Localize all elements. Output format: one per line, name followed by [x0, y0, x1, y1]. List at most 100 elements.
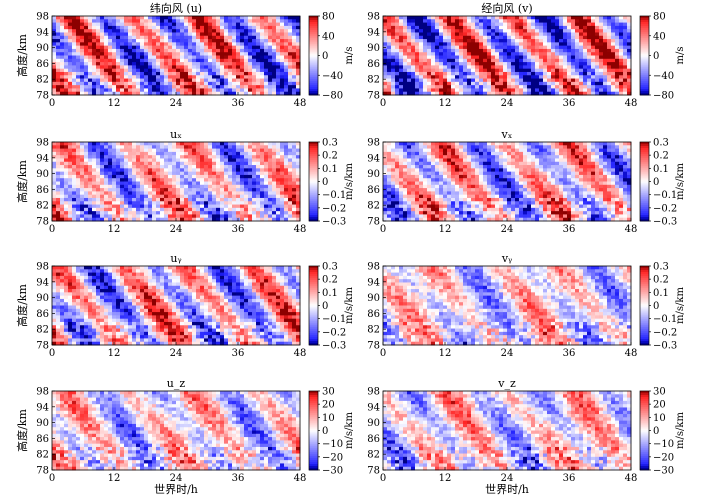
heatmap-cell: [92, 39, 97, 43]
colorbar-step: [309, 181, 318, 184]
heatmap-cell: [116, 62, 121, 66]
heatmap-cell: [292, 62, 297, 66]
heatmap-cell: [407, 29, 412, 33]
heatmap-cell: [68, 58, 73, 63]
heatmap-cell: [579, 88, 584, 93]
heatmap-cell: [427, 181, 432, 186]
heatmap-cell: [116, 211, 121, 215]
heatmap-cell: [555, 65, 560, 70]
heatmap-cell: [124, 19, 129, 24]
heatmap-cell: [252, 39, 257, 43]
heatmap-cell: [260, 45, 265, 50]
heatmap-cell: [140, 25, 145, 30]
heatmap-cell: [180, 88, 185, 93]
heatmap-cell: [160, 191, 165, 196]
heatmap-cell: [623, 62, 628, 66]
heatmap-cell: [264, 201, 269, 206]
heatmap-cell: [172, 71, 177, 76]
heatmap-cell: [192, 39, 197, 43]
heatmap-cell: [60, 217, 65, 222]
heatmap-cell: [268, 81, 273, 86]
heatmap-cell: [140, 194, 145, 199]
heatmap-cell: [383, 62, 388, 66]
heatmap-cell: [88, 161, 93, 166]
heatmap-cell: [168, 158, 173, 163]
heatmap-cell: [479, 71, 484, 76]
heatmap-cell: [284, 145, 289, 150]
heatmap-cell: [455, 81, 460, 86]
heatmap-cell: [220, 151, 225, 156]
heatmap-cell: [603, 48, 608, 53]
heatmap-cell: [244, 174, 249, 179]
heatmap-cell: [212, 29, 217, 33]
heatmap-cell: [391, 207, 396, 212]
heatmap-cell: [288, 75, 293, 80]
heatmap-cell: [152, 91, 157, 96]
heatmap-cell: [595, 48, 600, 53]
heatmap-cell: [535, 25, 540, 30]
heatmap-cell: [64, 71, 69, 76]
heatmap-cell: [403, 85, 408, 89]
heatmap-cell: [387, 88, 392, 93]
heatmap-cell: [184, 174, 189, 179]
heatmap-cell: [491, 55, 496, 60]
heatmap-cell: [192, 29, 197, 33]
heatmap-cell: [383, 85, 388, 89]
heatmap-cell: [128, 91, 133, 96]
heatmap-cell: [383, 91, 388, 96]
heatmap-cell: [76, 22, 81, 27]
heatmap-cell: [288, 191, 293, 196]
colorbar-step: [640, 19, 649, 23]
heatmap-cell: [164, 181, 169, 186]
heatmap-cell: [455, 55, 460, 60]
heatmap-cell: [108, 35, 113, 40]
heatmap-cell: [128, 78, 133, 83]
heatmap-cell: [180, 19, 185, 24]
heatmap-cell: [236, 16, 241, 20]
heatmap-cell: [56, 45, 61, 50]
heatmap-cell: [132, 145, 137, 150]
heatmap-cell: [144, 174, 149, 179]
heatmap-cell: [403, 158, 408, 163]
heatmap-cell: [228, 65, 233, 70]
heatmap-cell: [172, 58, 177, 63]
heatmap-cell: [427, 35, 432, 40]
heatmap-cell: [447, 81, 452, 86]
heatmap-cell: [56, 19, 61, 24]
heatmap-cell: [200, 65, 205, 70]
heatmap-cell: [200, 39, 205, 43]
heatmap-cell: [108, 148, 113, 153]
heatmap-cell: [415, 85, 420, 89]
heatmap-cell: [228, 184, 233, 189]
heatmap-cell: [204, 25, 209, 30]
heatmap-cell: [124, 35, 129, 40]
heatmap-cell: [188, 184, 193, 189]
colorbar-step: [309, 157, 318, 161]
heatmap-cell: [507, 25, 512, 30]
heatmap-cell: [571, 62, 576, 66]
heatmap-cell: [124, 78, 129, 83]
heatmap-cell: [240, 45, 245, 50]
heatmap-cell: [180, 181, 185, 186]
heatmap-cell: [180, 85, 185, 89]
heatmap-cell: [391, 42, 396, 47]
heatmap-cell: [296, 165, 301, 169]
heatmap-cell: [276, 42, 281, 47]
heatmap-cell: [403, 58, 408, 63]
heatmap-cell: [148, 142, 153, 146]
heatmap-cell: [467, 85, 472, 89]
heatmap-cell: [224, 55, 229, 60]
heatmap-cell: [579, 85, 584, 89]
heatmap-cell: [100, 178, 105, 182]
heatmap-cell: [120, 55, 125, 60]
heatmap-cell: [260, 168, 265, 173]
heatmap-cell: [583, 62, 588, 66]
heatmap-cell: [272, 145, 277, 150]
heatmap-cell: [383, 81, 388, 86]
heatmap-cell: [96, 42, 101, 47]
heatmap-cell: [383, 184, 388, 189]
heatmap-cell: [415, 148, 420, 153]
heatmap-cell: [467, 42, 472, 47]
heatmap-cell: [252, 32, 257, 37]
heatmap-cell: [144, 145, 149, 150]
